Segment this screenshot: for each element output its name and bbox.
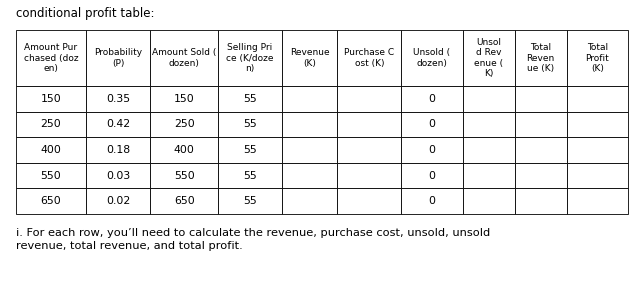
- Bar: [515, 163, 567, 188]
- Text: 0: 0: [429, 119, 436, 129]
- Bar: [86, 137, 151, 163]
- Bar: [463, 30, 515, 86]
- Bar: [282, 112, 337, 137]
- Bar: [401, 30, 463, 86]
- Bar: [515, 188, 567, 214]
- Bar: [151, 112, 218, 137]
- Bar: [282, 188, 337, 214]
- Bar: [86, 188, 151, 214]
- Bar: [463, 86, 515, 112]
- Bar: [151, 163, 218, 188]
- Bar: [337, 188, 401, 214]
- Text: 550: 550: [41, 170, 61, 181]
- Bar: [567, 112, 628, 137]
- Bar: [218, 86, 282, 112]
- Bar: [337, 30, 401, 86]
- Bar: [16, 30, 86, 86]
- Bar: [515, 30, 567, 86]
- Bar: [567, 188, 628, 214]
- Text: Probability
(P): Probability (P): [94, 49, 142, 68]
- Bar: [337, 137, 401, 163]
- Text: Unsol
d Rev
enue (
K): Unsol d Rev enue ( K): [474, 38, 503, 78]
- Bar: [282, 86, 337, 112]
- Text: 0.35: 0.35: [106, 94, 130, 104]
- Text: 250: 250: [174, 119, 194, 129]
- Text: 0.42: 0.42: [106, 119, 130, 129]
- Bar: [515, 137, 567, 163]
- Text: i. For each row, you’ll need to calculate the revenue, purchase cost, unsold, un: i. For each row, you’ll need to calculat…: [16, 228, 490, 251]
- Text: 0: 0: [429, 170, 436, 181]
- Bar: [401, 163, 463, 188]
- Bar: [218, 112, 282, 137]
- Bar: [16, 188, 86, 214]
- Bar: [567, 163, 628, 188]
- Text: Purchase C
ost (K): Purchase C ost (K): [344, 49, 394, 68]
- Text: 55: 55: [243, 94, 257, 104]
- Bar: [567, 30, 628, 86]
- Bar: [86, 112, 151, 137]
- Bar: [463, 112, 515, 137]
- Text: 55: 55: [243, 119, 257, 129]
- Bar: [337, 112, 401, 137]
- Text: 0: 0: [429, 145, 436, 155]
- Text: 0.02: 0.02: [106, 196, 130, 206]
- Text: 150: 150: [41, 94, 61, 104]
- Text: 0.03: 0.03: [106, 170, 130, 181]
- Bar: [86, 30, 151, 86]
- Bar: [151, 137, 218, 163]
- Text: 55: 55: [243, 170, 257, 181]
- Text: 55: 55: [243, 145, 257, 155]
- Text: 0: 0: [429, 94, 436, 104]
- Text: 150: 150: [174, 94, 194, 104]
- Bar: [16, 137, 86, 163]
- Bar: [218, 30, 282, 86]
- Bar: [151, 86, 218, 112]
- Text: Unsold (
dozen): Unsold ( dozen): [413, 49, 451, 68]
- Bar: [282, 163, 337, 188]
- Text: 400: 400: [41, 145, 61, 155]
- Bar: [401, 86, 463, 112]
- Text: 550: 550: [174, 170, 194, 181]
- Bar: [401, 112, 463, 137]
- Text: Amount Sold (
dozen): Amount Sold ( dozen): [152, 49, 216, 68]
- Bar: [515, 86, 567, 112]
- Bar: [463, 163, 515, 188]
- Bar: [16, 112, 86, 137]
- Bar: [86, 86, 151, 112]
- Bar: [401, 188, 463, 214]
- Bar: [282, 30, 337, 86]
- Bar: [218, 188, 282, 214]
- Text: 55: 55: [243, 196, 257, 206]
- Bar: [401, 137, 463, 163]
- Text: Total
Profit
(K): Total Profit (K): [586, 43, 609, 73]
- Bar: [151, 188, 218, 214]
- Bar: [463, 137, 515, 163]
- Bar: [218, 137, 282, 163]
- Text: conditional profit table:: conditional profit table:: [16, 7, 154, 20]
- Bar: [337, 163, 401, 188]
- Text: Selling Pri
ce (K/doze
n): Selling Pri ce (K/doze n): [226, 43, 273, 73]
- Text: 650: 650: [41, 196, 61, 206]
- Text: 400: 400: [173, 145, 194, 155]
- Text: 0.18: 0.18: [106, 145, 130, 155]
- Bar: [151, 30, 218, 86]
- Bar: [218, 163, 282, 188]
- Text: 250: 250: [41, 119, 61, 129]
- Bar: [567, 86, 628, 112]
- Bar: [16, 86, 86, 112]
- Bar: [515, 112, 567, 137]
- Text: 0: 0: [429, 196, 436, 206]
- Bar: [463, 188, 515, 214]
- Text: Amount Pur
chased (doz
en): Amount Pur chased (doz en): [23, 43, 78, 73]
- Bar: [16, 163, 86, 188]
- Text: 650: 650: [174, 196, 194, 206]
- Bar: [282, 137, 337, 163]
- Bar: [86, 163, 151, 188]
- Text: Total
Reven
ue (K): Total Reven ue (K): [527, 43, 555, 73]
- Bar: [337, 86, 401, 112]
- Bar: [567, 137, 628, 163]
- Text: Revenue
(K): Revenue (K): [290, 49, 329, 68]
